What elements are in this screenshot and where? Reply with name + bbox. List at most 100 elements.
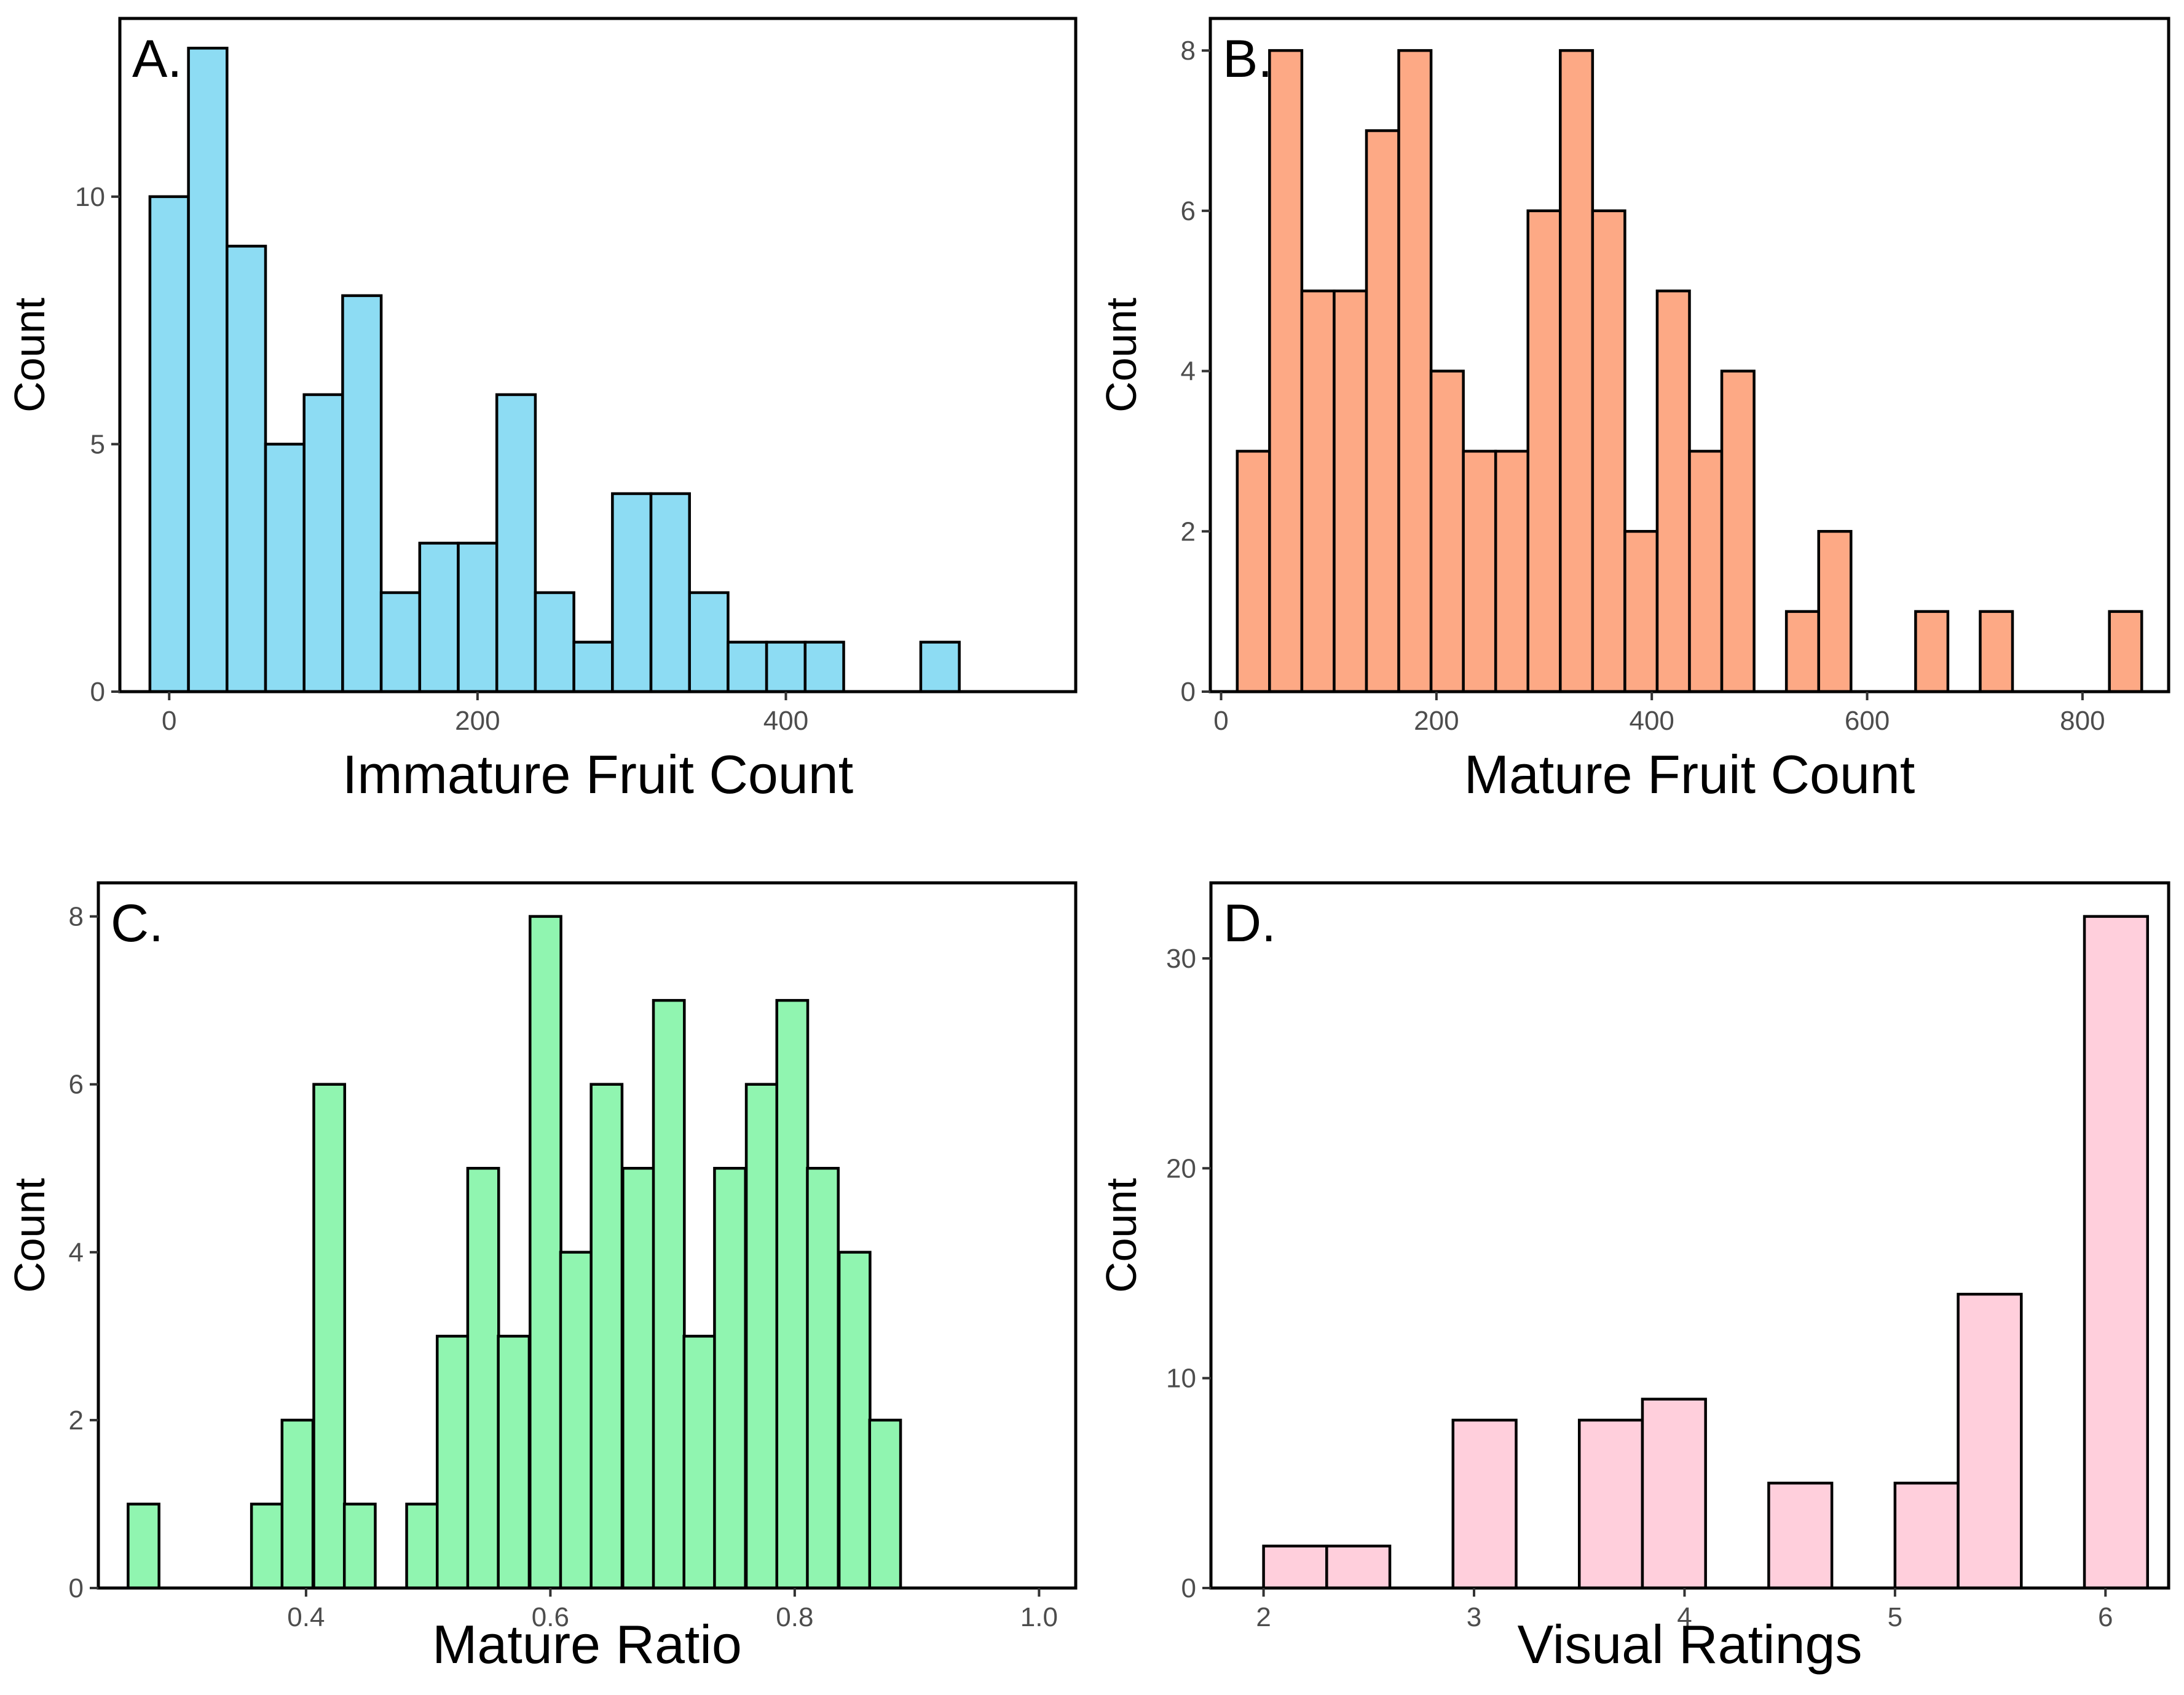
histogram-bar <box>1817 530 1853 693</box>
y-tick-label: 8 <box>1181 36 1196 66</box>
panel-label: B. <box>1223 30 1272 89</box>
histogram-bar <box>2083 915 2150 1590</box>
histogram-bar <box>727 641 768 693</box>
histogram-bar <box>418 542 460 693</box>
x-tick-label: 0.4 <box>287 1602 325 1632</box>
histogram-bar <box>1397 49 1433 693</box>
histogram-bar <box>1526 209 1562 693</box>
plot-frame <box>118 17 1078 693</box>
y-tick-label: 10 <box>75 182 105 212</box>
panel-a: 0 5 10 0 200 400 Immature Fruit Count Count A. <box>0 0 1092 847</box>
histogram-mature-fruit-count: 0 2 4 6 8 0 200 400 600 800 Mature Fruit Count Coun… <box>1097 17 2170 805</box>
y-axis-title: Count <box>1097 298 1145 413</box>
x-axis-title: Visual Ratings <box>1518 1614 1863 1675</box>
y-tick-label: 0 <box>1181 677 1196 707</box>
histogram-bar <box>1784 610 1820 693</box>
histogram-bar <box>1462 449 1497 693</box>
histogram-bar <box>264 443 306 693</box>
y-tick-label: 20 <box>1166 1153 1196 1183</box>
y-axis-title: Count <box>6 298 53 413</box>
histogram-immature-fruit-count: 0 5 10 0 200 400 Immature Fruit Count Count A. <box>6 17 1078 805</box>
histogram-bar <box>1325 1544 1392 1590</box>
histogram-bar <box>803 641 845 693</box>
y-tick-label: 4 <box>69 1238 84 1268</box>
histogram-bar <box>341 294 383 693</box>
histogram-bar <box>405 1503 440 1590</box>
x-axis-title: Mature Ratio <box>432 1614 742 1675</box>
x-axis-title: Immature Fruit Count <box>342 744 853 805</box>
histogram-bar <box>868 1418 902 1590</box>
histogram-bar <box>2108 610 2143 693</box>
histogram-bar <box>529 915 562 1590</box>
x-tick-label: 5 <box>1888 1602 1902 1632</box>
histogram-bar <box>1767 1482 1834 1590</box>
histogram-bar <box>1236 449 1271 693</box>
y-tick-label: 6 <box>1181 196 1196 226</box>
y-tick-label: 4 <box>1181 357 1196 387</box>
histogram-bar <box>919 641 961 693</box>
y-tick-label: 5 <box>90 429 105 459</box>
y-tick-label: 2 <box>1181 516 1196 547</box>
histogram-bar <box>837 1251 872 1590</box>
histogram-bar <box>342 1503 377 1590</box>
histogram-bar <box>611 492 653 693</box>
histogram-bar <box>806 1167 840 1590</box>
x-tick-label: 800 <box>2060 706 2105 736</box>
y-tick-label: 0 <box>69 1573 84 1603</box>
histogram-bar <box>497 1335 531 1590</box>
y-axis-title: Count <box>1097 1178 1145 1293</box>
histogram-bar <box>1300 289 1336 693</box>
histogram-bar <box>1268 49 1304 693</box>
histogram-bar <box>1893 1482 1960 1590</box>
histogram-bar <box>127 1503 160 1590</box>
histogram-bar <box>280 1418 315 1590</box>
histogram-bar <box>1591 209 1626 693</box>
x-tick-label: 4 <box>1677 1602 1692 1632</box>
y-axis-title: Count <box>6 1178 53 1293</box>
histogram-bar <box>775 998 810 1590</box>
y-tick-label: 6 <box>69 1070 84 1100</box>
y-tick-label: 8 <box>69 902 84 932</box>
histogram-bar <box>682 1335 717 1590</box>
y-tick-label: 10 <box>1166 1364 1196 1394</box>
panel-label: D. <box>1223 894 1276 953</box>
histogram-bar <box>1577 1418 1644 1590</box>
x-tick-label: 200 <box>1414 706 1459 736</box>
x-tick-label: 200 <box>455 706 500 736</box>
panel-label: A. <box>132 30 182 89</box>
panel-c: 0 2 4 6 8 0.4 0.6 0.8 1.0 Mature Ratio Count C. <box>0 847 1092 1695</box>
panel-d: 0 10 20 30 2 3 4 5 6 Visual Ratings Count D. <box>1092 847 2184 1695</box>
histogram-bar <box>649 492 691 693</box>
histogram-bar <box>250 1503 284 1590</box>
histogram-bar <box>559 1251 593 1590</box>
x-tick-label: 3 <box>1467 1602 1481 1632</box>
histogram-bar <box>1720 369 1756 693</box>
histogram-bar <box>312 1083 347 1590</box>
histogram-bar <box>572 641 614 693</box>
histogram-bar <box>1688 449 1724 693</box>
histogram-bar <box>713 1167 747 1590</box>
histogram-bar <box>495 393 537 693</box>
histogram-bar <box>534 591 575 693</box>
bars <box>1236 49 2143 693</box>
x-tick-label: 600 <box>1845 706 1890 736</box>
panel-label: C. <box>111 894 164 953</box>
histogram-bar <box>589 1083 624 1590</box>
panel-b: 0 2 4 6 8 0 200 400 600 800 Mature Fruit Count Coun… <box>1092 0 2184 847</box>
histogram-bar <box>226 245 267 693</box>
histogram-mature-ratio: 0 2 4 6 8 0.4 0.6 0.8 1.0 Mature Ratio Count C. <box>6 881 1078 1675</box>
plot-frame <box>1209 881 2170 1590</box>
x-tick-label: 400 <box>763 706 808 736</box>
y-tick-label: 0 <box>1181 1573 1196 1603</box>
x-tick-label: 0.8 <box>776 1602 813 1632</box>
histogram-bar <box>1494 449 1529 693</box>
histogram-bar <box>1979 610 2014 693</box>
bars <box>1262 915 2150 1590</box>
histogram-bar <box>1365 129 1400 693</box>
y-tick-label: 0 <box>90 677 105 707</box>
histogram-bar <box>1914 610 1950 693</box>
histogram-bar <box>1641 1397 1707 1590</box>
x-tick-label: 6 <box>2098 1602 2113 1632</box>
histogram-bar <box>1559 49 1595 693</box>
histogram-bar <box>1333 289 1368 693</box>
